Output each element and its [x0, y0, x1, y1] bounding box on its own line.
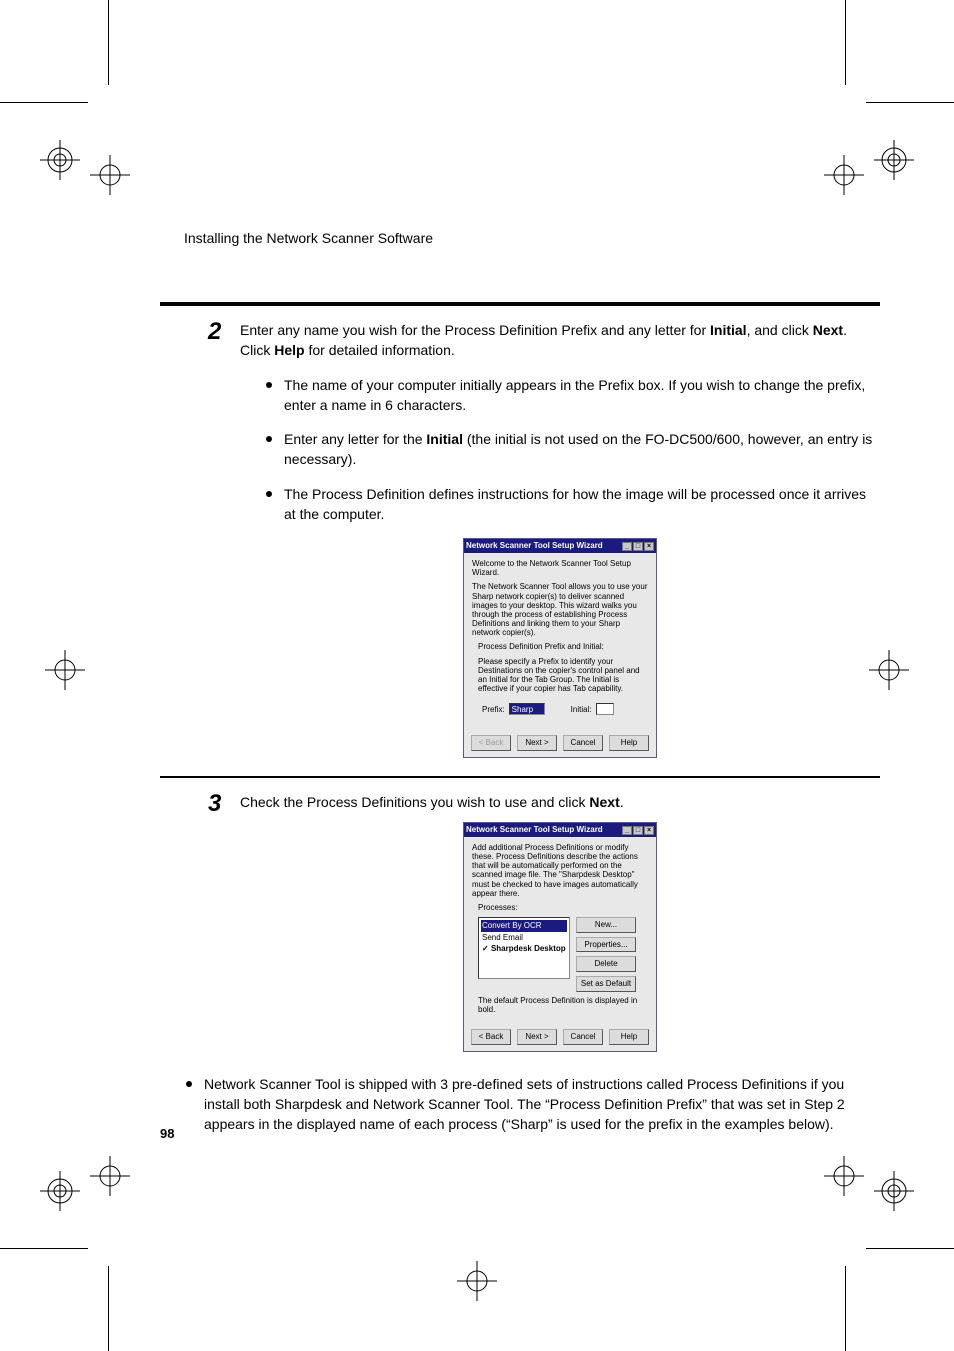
registration-mark-icon [40, 140, 80, 180]
crop-mark [0, 102, 88, 103]
list-item[interactable]: ✓ Sharpdesk Desktop [481, 943, 567, 955]
close-icon[interactable]: × [644, 542, 654, 551]
bullet-item: Network Scanner Tool is shipped with 3 p… [186, 1074, 880, 1135]
registration-target-icon [90, 1156, 130, 1196]
back-button[interactable]: < Back [471, 1029, 511, 1045]
dialog-title: Network Scanner Tool Setup Wizard [466, 824, 603, 836]
step-2: 2 Enter any name you wish for the Proces… [208, 320, 880, 766]
dialog-titlebar: Network Scanner Tool Setup Wizard _ □ × [464, 823, 656, 837]
registration-target-icon [824, 155, 864, 195]
dialog-titlebar: Network Scanner Tool Setup Wizard _ □ × [464, 539, 656, 553]
bullet-item: The Process Definition defines instructi… [266, 484, 880, 525]
cancel-button[interactable]: Cancel [563, 1029, 603, 1045]
step-number: 3 [208, 792, 226, 1060]
page-header: Installing the Network Scanner Software [184, 230, 880, 246]
crop-mark [845, 0, 846, 85]
page-content: Installing the Network Scanner Software … [160, 230, 880, 1148]
processes-label: Processes: [478, 903, 648, 912]
delete-button[interactable]: Delete [576, 956, 636, 972]
next-button[interactable]: Next > [517, 735, 557, 751]
step-3-text: Check the Process Definitions you wish t… [240, 792, 880, 812]
new-button[interactable]: New... [576, 917, 636, 933]
initial-label: Initial: [571, 704, 592, 716]
maximize-icon[interactable]: □ [633, 826, 643, 835]
page-number: 98 [160, 1126, 174, 1141]
set-default-button[interactable]: Set as Default [576, 976, 636, 992]
step-3: 3 Check the Process Definitions you wish… [208, 792, 880, 1060]
crop-mark [0, 1248, 88, 1249]
rule [160, 302, 880, 306]
registration-mark-icon [874, 1171, 914, 1211]
step-number: 2 [208, 320, 226, 766]
dialog-note: The default Process Definition is displa… [478, 996, 648, 1014]
rule [160, 776, 880, 778]
step-2-intro: Enter any name you wish for the Process … [240, 320, 880, 361]
registration-mark-icon [40, 1171, 80, 1211]
registration-target-icon [824, 1156, 864, 1196]
registration-target-icon [45, 650, 85, 690]
registration-mark-icon [874, 140, 914, 180]
wizard-dialog-1: Network Scanner Tool Setup Wizard _ □ × … [463, 538, 657, 758]
cancel-button[interactable]: Cancel [563, 735, 603, 751]
bullet-item: The name of your computer initially appe… [266, 375, 880, 416]
crop-mark [108, 1266, 109, 1351]
registration-target-icon [90, 155, 130, 195]
initial-input[interactable] [596, 703, 614, 715]
dialog-title: Network Scanner Tool Setup Wizard [466, 540, 603, 552]
minimize-icon[interactable]: _ [622, 542, 632, 551]
list-item[interactable]: Convert By OCR [481, 920, 567, 932]
properties-button[interactable]: Properties... [576, 937, 636, 953]
minimize-icon[interactable]: _ [622, 826, 632, 835]
close-icon[interactable]: × [644, 826, 654, 835]
prefix-label: Prefix: [482, 704, 505, 716]
help-button[interactable]: Help [609, 1029, 649, 1045]
wizard-dialog-2: Network Scanner Tool Setup Wizard _ □ × … [463, 822, 657, 1051]
process-list[interactable]: Convert By OCR Send Email ✓ Sharpdesk De… [478, 917, 570, 979]
dialog-section-desc: Please specify a Prefix to identify your… [478, 657, 648, 694]
crop-mark [845, 1266, 846, 1351]
crop-mark [108, 0, 109, 85]
list-item[interactable]: Send Email [481, 932, 567, 944]
back-button: < Back [471, 735, 511, 751]
help-button[interactable]: Help [609, 735, 649, 751]
crop-mark [866, 102, 954, 103]
registration-target-icon [457, 1261, 497, 1301]
dialog-welcome: Welcome to the Network Scanner Tool Setu… [472, 559, 648, 577]
bullet-item: Enter any letter for the Initial (the in… [266, 429, 880, 470]
next-button[interactable]: Next > [517, 1029, 557, 1045]
prefix-input[interactable]: Sharp [509, 703, 545, 715]
maximize-icon[interactable]: □ [633, 542, 643, 551]
crop-mark [866, 1248, 954, 1249]
dialog-desc: The Network Scanner Tool allows you to u… [472, 582, 648, 637]
dialog-section: Process Definition Prefix and Initial: [478, 642, 648, 651]
dialog-desc: Add additional Process Definitions or mo… [472, 843, 648, 898]
